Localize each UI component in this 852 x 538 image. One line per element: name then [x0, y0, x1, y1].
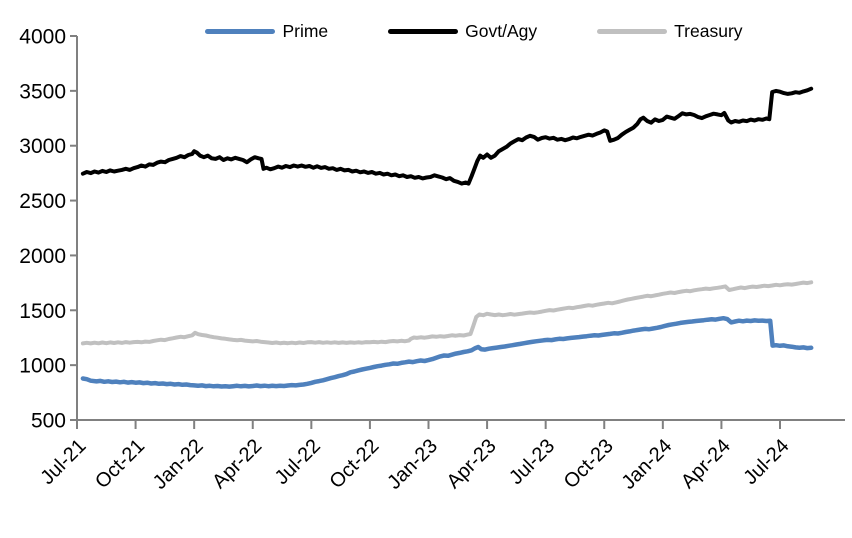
x-axis-tick-label: Oct-23	[560, 435, 618, 493]
series-line-prime	[80, 315, 814, 389]
x-axis-tick-label: Jul-23	[505, 435, 559, 489]
x-axis-tick-label: Oct-22	[325, 435, 383, 493]
legend-label-govt-agy: Govt/Agy	[465, 21, 538, 41]
x-axis-tick-label: Jan-24	[618, 435, 677, 494]
series-line-treasury	[80, 280, 814, 346]
x-axis-tick-label: Jul-24	[739, 435, 793, 489]
x-axis-tick-label: Oct-21	[91, 435, 149, 493]
x-axis-tick-label: Jul-21	[36, 435, 90, 489]
x-axis: Jul-21 Oct-21 Jan-22 Apr-22 Jul-22 Oct-22 Jan-…	[36, 420, 794, 494]
treasury-line-swatch-icon	[597, 29, 668, 35]
legend-item-prime: Prime	[205, 21, 329, 41]
x-axis-tick-label: Jan-23	[383, 435, 442, 494]
chart-legend: Prime Govt/Agy Treasury	[96, 21, 852, 41]
legend-label-prime: Prime	[282, 21, 329, 41]
x-axis-tick-label: Jan-22	[149, 435, 208, 494]
x-axis-tick-label: Apr-23	[443, 435, 501, 493]
y-axis-tick-label: 4000	[19, 26, 66, 49]
legend-item-treasury: Treasury	[597, 21, 743, 41]
y-axis: 500 1000 1500 2000 2500 3000 3500 4000	[19, 26, 77, 433]
y-axis-tick-label: 1500	[19, 300, 66, 323]
y-axis-tick-label: 3000	[19, 135, 66, 158]
y-axis-tick-label: 1000	[19, 355, 66, 378]
y-axis-tick-label: 2500	[19, 190, 66, 213]
x-axis-tick-label: Apr-24	[677, 435, 735, 493]
legend-item-govt-agy: Govt/Agy	[388, 21, 538, 41]
y-axis-tick-label: 500	[31, 410, 66, 433]
y-axis-tick-label: 2000	[19, 245, 66, 268]
series-line-govt-agy	[80, 86, 814, 186]
y-axis-tick-label: 3500	[19, 80, 66, 103]
prime-line-swatch-icon	[205, 29, 276, 35]
x-axis-tick-label: Jul-22	[271, 435, 325, 489]
axes	[76, 36, 845, 421]
govt-agy-line-swatch-icon	[388, 29, 459, 35]
x-axis-tick-label: Apr-22	[208, 435, 266, 493]
legend-label-treasury: Treasury	[674, 21, 743, 41]
